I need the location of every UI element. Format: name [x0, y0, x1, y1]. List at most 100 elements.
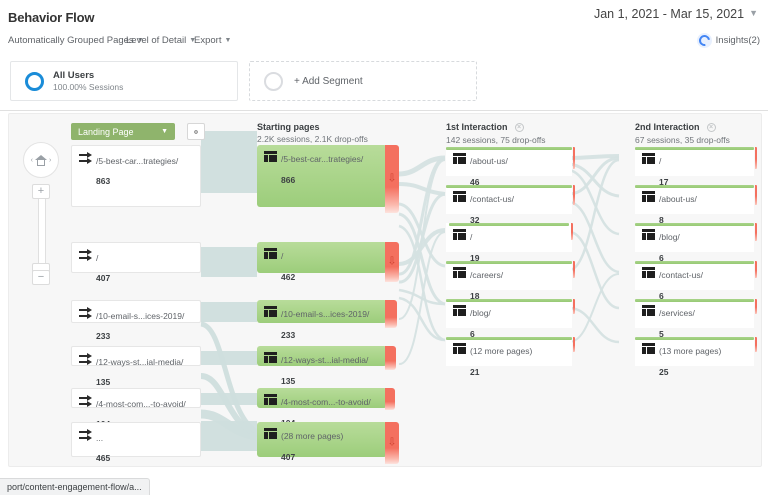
double-arrow-icon — [79, 429, 92, 442]
gear-glyph — [194, 129, 198, 134]
column-title-text: 2nd Interaction — [635, 122, 700, 132]
node-value: 46 — [470, 176, 480, 187]
landing-page-node[interactable]: ... 465 — [71, 422, 201, 463]
insights-icon — [696, 33, 712, 48]
node-value: 233 — [281, 329, 296, 340]
node-page: /5-best-car...trategies/ — [281, 154, 364, 164]
starting-page-node[interactable]: /4-most-com...-to-avoid/ 104 — [257, 388, 387, 428]
starting-page-node[interactable]: / 462 — [257, 242, 387, 282]
zoom-slider-track[interactable] — [38, 199, 46, 277]
dropoff-bar — [573, 147, 575, 169]
date-range-picker[interactable]: Jan 1, 2021 - Mar 15, 2021 ▼ — [594, 7, 758, 21]
starting-page-node[interactable]: (28 more pages) 407 — [257, 422, 387, 462]
close-icon[interactable]: × — [706, 123, 716, 132]
dropoff-bar — [755, 147, 757, 169]
gear-icon[interactable] — [187, 123, 205, 140]
node-text: / 17 — [659, 150, 668, 192]
starting-page-node[interactable]: /5-best-car...trategies/ 866 — [257, 145, 387, 207]
interaction-node[interactable]: (12 more pages) 21 — [446, 337, 572, 377]
node-value: 25 — [659, 366, 669, 377]
menu-level-of-detail[interactable]: Level of Detail ▼ — [126, 35, 196, 46]
dropoff-arrow-icon: ⇩ — [387, 436, 397, 449]
interaction-node[interactable]: /about-us/ 8 — [635, 185, 754, 225]
node-page: /5-best-car...trategies/ — [96, 156, 179, 166]
menu-export[interactable]: Export ▼ — [194, 35, 231, 46]
node-traffic-bar — [635, 185, 754, 188]
page-header: Behavior Flow Jan 1, 2021 - Mar 15, 2021… — [0, 0, 768, 30]
landing-page-node[interactable]: / 407 — [71, 242, 201, 283]
node-page: / — [659, 156, 662, 166]
toolbar: Automatically Grouped Pages ▼ Level of De… — [0, 30, 768, 55]
segment-name: All Users — [53, 69, 95, 81]
node-value: 19 — [470, 252, 480, 263]
node-page: /contact-us/ — [659, 270, 703, 280]
starting-page-node[interactable]: /12-ways-st...ial-media/ 135 — [257, 346, 387, 386]
flow-canvas[interactable]: ‹ › + − Landing Page ▼ — [8, 113, 762, 467]
chevron-left-icon: ‹ — [30, 156, 33, 164]
starting-page-node[interactable]: /10-email-s...ices-2019/ 233 — [257, 300, 387, 340]
node-value: 407 — [281, 451, 296, 462]
dropoff-bar: ⇩ — [385, 242, 399, 282]
interaction-node[interactable]: /services/ 5 — [635, 299, 754, 339]
double-arrow-icon — [79, 395, 92, 408]
insights-button[interactable]: Insights(2) — [696, 33, 760, 48]
landing-page-node[interactable]: /4-most-com...-to-avoid/ 104 — [71, 388, 201, 429]
node-text: /services/ 5 — [659, 302, 695, 344]
zoom-out-button[interactable]: − — [32, 270, 50, 285]
segment-color-ring-icon — [25, 71, 44, 91]
zoom-in-button[interactable]: + — [32, 184, 50, 199]
dropoff-bar — [755, 299, 757, 314]
node-value: 5 — [659, 328, 664, 339]
interaction-node[interactable]: /blog/ 6 — [446, 299, 572, 339]
node-value: 32 — [470, 214, 480, 225]
node-value: 866 — [281, 174, 296, 185]
node-traffic-bar — [446, 337, 572, 340]
node-text: / 462 — [281, 245, 295, 287]
node-text: /5-best-car...trategies/ 863 — [96, 150, 178, 190]
segment-bar: All Users 100.00% Sessions + Add Segment — [0, 54, 768, 111]
dropoff-bar — [385, 300, 397, 328]
double-arrow-icon — [79, 353, 92, 366]
node-traffic-bar — [635, 337, 754, 340]
node-page: /services/ — [659, 308, 695, 318]
dropoff-bar — [755, 185, 757, 205]
add-segment-button[interactable]: + Add Segment — [249, 61, 477, 101]
interaction-node[interactable]: /about-us/ 46 — [446, 147, 572, 187]
close-icon[interactable]: × — [514, 123, 524, 132]
menu-automatically-grouped-pages[interactable]: Automatically Grouped Pages ▼ — [8, 35, 144, 46]
node-text: /contact-us/ 6 — [659, 264, 703, 306]
node-value: 21 — [470, 366, 480, 377]
node-traffic-bar — [446, 185, 572, 188]
interaction-node[interactable]: /contact-us/ 32 — [446, 185, 572, 225]
interaction-node[interactable]: / 19 — [446, 223, 572, 263]
node-page: /10-email-s...ices-2019/ — [281, 309, 370, 319]
node-page: /blog/ — [659, 232, 680, 242]
node-page: / — [470, 232, 473, 242]
dimension-select-landing-page[interactable]: Landing Page ▼ — [71, 123, 175, 140]
interaction-node[interactable]: (13 more pages) 25 — [635, 337, 754, 377]
double-arrow-icon — [79, 307, 92, 320]
node-text: (13 more pages) 25 — [659, 340, 721, 382]
node-text: /contact-us/ 32 — [470, 188, 514, 230]
landing-page-node[interactable]: /5-best-car...trategies/ 863 — [71, 145, 201, 207]
landing-page-node[interactable]: /10-email-s...ices-2019/ 233 — [71, 300, 201, 341]
landing-page-node[interactable]: /12-ways-st...ial-media/ 135 — [71, 346, 201, 387]
column-title-text: 1st Interaction — [446, 122, 508, 132]
insights-label: Insights(2) — [715, 35, 760, 46]
interaction-node[interactable]: /careers/ 18 — [446, 261, 572, 301]
node-text: ... 465 — [96, 427, 110, 466]
interaction-node[interactable]: /contact-us/ 6 — [635, 261, 754, 301]
node-text: /10-email-s...ices-2019/ 233 — [96, 305, 184, 345]
segment-sessions: 100.00% Sessions — [53, 82, 124, 93]
node-text: /10-email-s...ices-2019/ 233 — [281, 303, 369, 345]
dropoff-arrow-icon: ⇩ — [387, 172, 397, 185]
reset-view-home-button[interactable]: ‹ › — [23, 142, 59, 178]
node-page: (28 more pages) — [281, 431, 344, 441]
interaction-node[interactable]: /blog/ 6 — [635, 223, 754, 263]
node-text: /blog/ 6 — [470, 302, 491, 344]
dropoff-bar — [755, 261, 757, 278]
segment-all-users[interactable]: All Users 100.00% Sessions — [10, 61, 238, 101]
column-subtitle: 2.2K sessions, 2.1K drop-offs — [257, 134, 368, 144]
node-page: ... — [96, 433, 104, 443]
interaction-node[interactable]: / 17 — [635, 147, 754, 187]
